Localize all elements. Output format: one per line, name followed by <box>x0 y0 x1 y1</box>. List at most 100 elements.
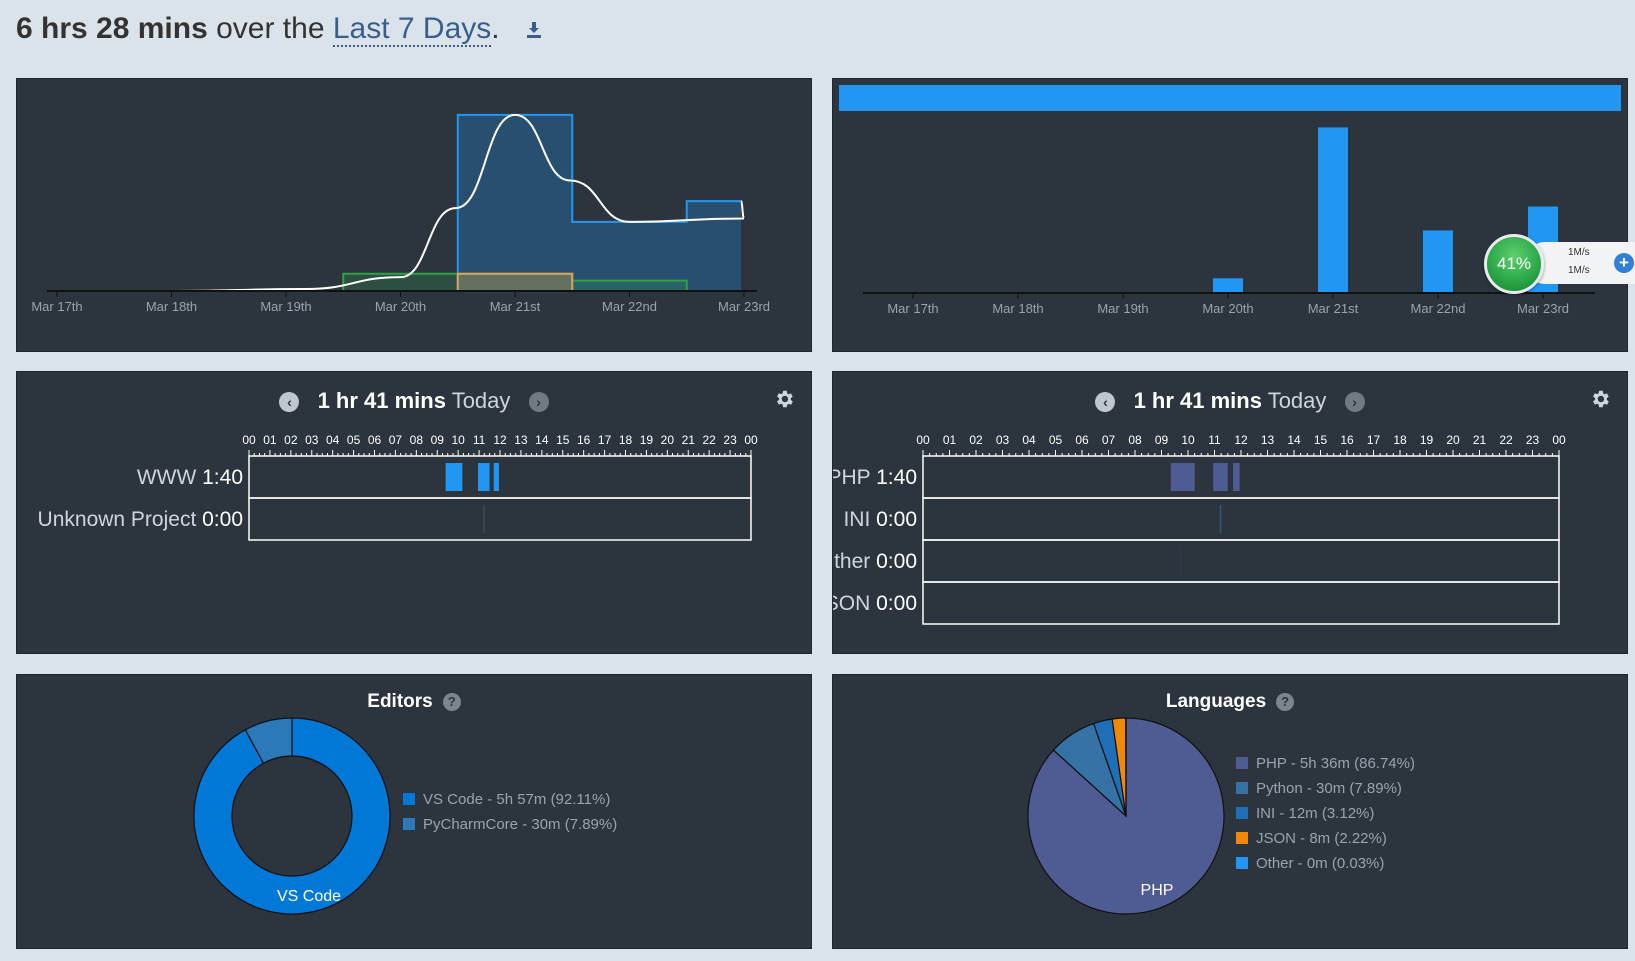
projects-timeline-total: 1 hr 41 mins <box>317 388 446 413</box>
hour-label: 12 <box>493 433 507 447</box>
timeline-block <box>445 463 463 491</box>
timeline-row-name: INI <box>843 508 876 531</box>
legend-label: JSON - 8m (2.22%) <box>1256 830 1387 847</box>
hour-label: 13 <box>1261 433 1275 447</box>
timeline-row-name: WWW <box>137 466 202 489</box>
hour-label: 07 <box>389 433 403 447</box>
timeline-row-name: PHP <box>833 466 876 489</box>
timeline-row-name: JSON <box>833 592 876 615</box>
help-icon[interactable]: ? <box>442 692 461 711</box>
hour-label: 01 <box>943 433 957 447</box>
legend-item[interactable]: INI - 12m (3.12%) <box>1236 801 1415 826</box>
hour-label: 01 <box>263 433 277 447</box>
hour-label: 14 <box>1287 433 1301 447</box>
download-rate: 1M/s <box>1568 265 1590 276</box>
timeline-block <box>1213 463 1228 491</box>
hour-label: 07 <box>1102 433 1116 447</box>
prev-day-button[interactable]: ‹ <box>1095 392 1116 413</box>
gear-icon[interactable] <box>1589 388 1611 415</box>
hour-label: 17 <box>1367 433 1381 447</box>
hour-label: 08 <box>1128 433 1142 447</box>
hour-label: 09 <box>431 433 445 447</box>
hour-label: 10 <box>451 433 465 447</box>
hour-label: 02 <box>969 433 983 447</box>
timeline-row-label: Other 0:00 <box>833 550 917 573</box>
hour-label: 17 <box>598 433 612 447</box>
timeline-row <box>922 539 1560 583</box>
slice-php <box>1027 717 1225 915</box>
languages-timeline-header: ‹ 1 hr 41 mins Today › <box>833 388 1627 414</box>
gear-icon[interactable] <box>773 388 795 415</box>
languages-pie-chart: PHP <box>1027 717 1225 915</box>
timeline-row-name: Other <box>833 550 876 573</box>
legend-swatch <box>1236 757 1248 769</box>
hour-label: 22 <box>702 433 716 447</box>
projects-timeline: 00 01 02 03 04 05 06 07 08 09 10 11 12 13 14 15 16 17 18 19… <box>38 433 758 541</box>
x-tick-label: Mar 21st <box>1308 301 1359 316</box>
timeline-row <box>922 455 1560 499</box>
x-tick-label: Mar 19th <box>260 299 311 314</box>
hour-label: 05 <box>1049 433 1063 447</box>
daily-bar-chart-panel: Mar 17th Mar 18th Mar 19th Mar 20th Mar 21st… <box>832 78 1628 352</box>
date-range-link[interactable]: Last 7 Days <box>332 12 492 47</box>
editors-donut-chart: VS Code <box>193 717 391 915</box>
hour-label: 21 <box>682 433 696 447</box>
hour-label: 23 <box>1526 433 1540 447</box>
timeline-row <box>922 581 1560 625</box>
hour-label: 02 <box>284 433 298 447</box>
x-tick-label: Mar 17th <box>31 299 82 314</box>
legend-item[interactable]: VS Code - 5h 57m (92.11%) <box>403 787 617 812</box>
hour-label: 00 <box>916 433 930 447</box>
cpu-usage-ball[interactable]: 41% <box>1484 234 1544 294</box>
timeline-row-duration: 0:00 <box>876 592 917 615</box>
hour-label: 19 <box>1420 433 1434 447</box>
legend-item[interactable]: Other - 0m (0.03%) <box>1236 851 1415 876</box>
help-icon[interactable]: ? <box>1276 692 1295 711</box>
legend-item[interactable]: PyCharmCore - 30m (7.89%) <box>403 812 617 837</box>
legend-swatch <box>403 793 415 805</box>
x-tick-label: Mar 22nd <box>1411 301 1466 316</box>
next-day-button[interactable]: › <box>528 392 549 413</box>
legend-swatch <box>1236 782 1248 794</box>
hour-label: 06 <box>368 433 382 447</box>
languages-title: Languages? <box>833 691 1627 713</box>
hour-label: 16 <box>577 433 591 447</box>
languages-timeline-panel: ‹ 1 hr 41 mins Today › 00 01 02 03 04 05 06 07 0… <box>832 371 1628 654</box>
projects-timeline-header: ‹ 1 hr 41 mins Today › <box>17 388 811 414</box>
hour-label: 20 <box>661 433 675 447</box>
total-time: 6 hrs 28 mins <box>16 12 208 45</box>
hour-label: 11 <box>473 433 486 447</box>
legend-label: Python - 30m (7.89%) <box>1256 780 1402 797</box>
timeline-row-label: WWW 1:40 <box>137 466 243 489</box>
hour-label: 05 <box>347 433 361 447</box>
hour-label: 14 <box>535 433 549 447</box>
timeline-row-name: Unknown Project <box>38 508 203 531</box>
legend-label: INI - 12m (3.12%) <box>1256 805 1375 822</box>
slice-pycharmcore <box>244 717 293 765</box>
prev-day-button[interactable]: ‹ <box>279 392 300 413</box>
network-speed-widget[interactable]: ↑ ↓ 1M/s 1M/s 41% + <box>1484 234 1635 294</box>
plus-icon[interactable]: + <box>1614 253 1634 273</box>
legend-item[interactable]: Python - 30m (7.89%) <box>1236 776 1415 801</box>
languages-pie-panel: Languages? PHP PHP - 5h 36m (86.74%) Pyth… <box>832 674 1628 949</box>
x-tick-label: Mar 19th <box>1097 301 1148 316</box>
hour-label: 04 <box>1022 433 1036 447</box>
area-blue <box>57 114 741 291</box>
x-tick-label: Mar 22nd <box>602 299 657 314</box>
summary-header: 6 hrs 28 mins over the Last 7 Days. <box>16 12 542 47</box>
download-icon[interactable] <box>526 13 542 47</box>
timeline-row-duration: 0:00 <box>202 508 243 531</box>
x-tick-label: Mar 20th <box>1202 301 1253 316</box>
legend-item[interactable]: PHP - 5h 36m (86.74%) <box>1236 751 1415 776</box>
header-suffix: . <box>491 12 500 45</box>
projects-timeline-panel: ‹ 1 hr 41 mins Today › 00 01 02 03 04 05 06 07 0… <box>16 371 812 654</box>
legend-item[interactable]: JSON - 8m (2.22%) <box>1236 826 1415 851</box>
timeline-block <box>483 505 485 533</box>
x-tick-label: Mar 18th <box>146 299 197 314</box>
bar-mar-22nd <box>1423 230 1453 293</box>
bar-mar-21st <box>1318 127 1348 294</box>
x-tick-label: Mar 23rd <box>718 299 770 314</box>
hour-label: 00 <box>1552 433 1566 447</box>
hour-label: 22 <box>1499 433 1513 447</box>
next-day-button[interactable]: › <box>1344 392 1365 413</box>
